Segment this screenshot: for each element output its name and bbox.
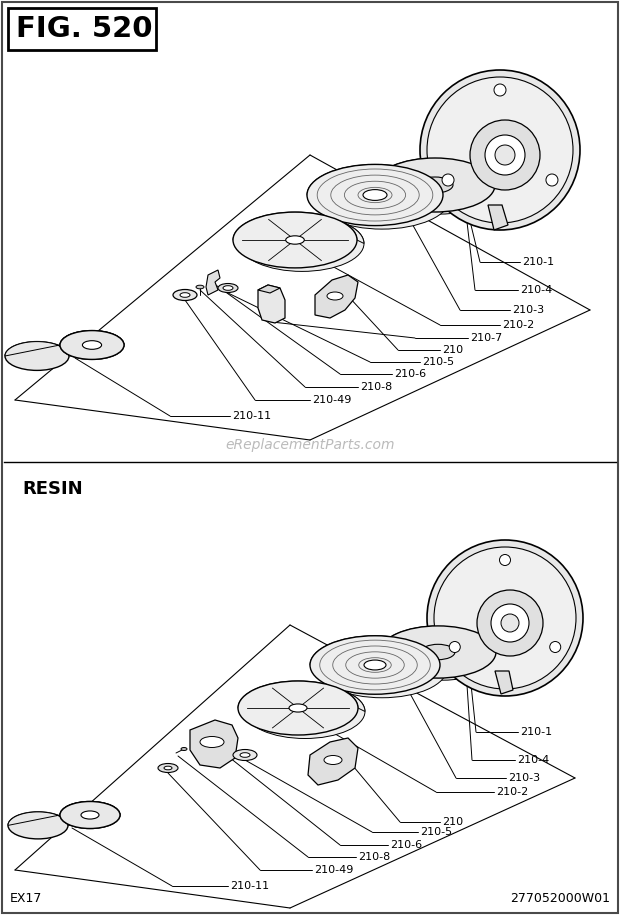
Ellipse shape: [364, 660, 386, 670]
Ellipse shape: [238, 681, 358, 735]
Polygon shape: [375, 158, 499, 187]
Ellipse shape: [223, 285, 233, 290]
Text: 210-4: 210-4: [520, 285, 552, 295]
Ellipse shape: [434, 547, 576, 689]
Ellipse shape: [324, 756, 342, 765]
Ellipse shape: [485, 135, 525, 175]
Ellipse shape: [427, 77, 573, 223]
Text: 210-11: 210-11: [230, 881, 269, 891]
Polygon shape: [380, 626, 500, 654]
Ellipse shape: [500, 554, 510, 565]
Text: FIG. 520: FIG. 520: [16, 15, 153, 43]
Ellipse shape: [427, 540, 583, 696]
Text: 210: 210: [442, 345, 463, 355]
Ellipse shape: [380, 626, 496, 678]
Ellipse shape: [240, 216, 364, 272]
Ellipse shape: [245, 684, 365, 738]
Ellipse shape: [470, 120, 540, 190]
Polygon shape: [308, 738, 358, 785]
Ellipse shape: [375, 158, 495, 212]
Polygon shape: [8, 802, 120, 825]
Ellipse shape: [420, 70, 580, 230]
Ellipse shape: [307, 165, 443, 226]
Text: 210-5: 210-5: [422, 357, 454, 367]
Text: 210-1: 210-1: [520, 727, 552, 737]
Ellipse shape: [164, 766, 172, 770]
Polygon shape: [488, 205, 508, 230]
Ellipse shape: [310, 636, 440, 694]
Ellipse shape: [233, 212, 357, 268]
Polygon shape: [310, 636, 447, 669]
Text: 210-6: 210-6: [390, 840, 422, 850]
Ellipse shape: [546, 174, 558, 186]
Ellipse shape: [196, 285, 204, 289]
Polygon shape: [495, 671, 513, 694]
Polygon shape: [315, 275, 358, 318]
Text: 210: 210: [442, 817, 463, 827]
Ellipse shape: [442, 174, 454, 186]
Ellipse shape: [82, 340, 102, 350]
Ellipse shape: [314, 167, 450, 229]
Polygon shape: [233, 212, 364, 243]
Ellipse shape: [477, 590, 543, 656]
Ellipse shape: [491, 604, 529, 642]
Text: RESIN: RESIN: [22, 480, 82, 498]
Polygon shape: [307, 165, 450, 199]
Ellipse shape: [289, 704, 307, 712]
Ellipse shape: [218, 284, 238, 293]
Text: 210-3: 210-3: [508, 773, 540, 783]
Text: 210-4: 210-4: [517, 755, 549, 765]
Ellipse shape: [200, 737, 224, 748]
Ellipse shape: [317, 640, 447, 698]
Text: 210-3: 210-3: [512, 305, 544, 315]
Text: 210-7: 210-7: [470, 333, 502, 343]
Ellipse shape: [495, 145, 515, 165]
Polygon shape: [258, 285, 285, 323]
Ellipse shape: [494, 84, 506, 96]
Ellipse shape: [384, 628, 500, 680]
Polygon shape: [190, 720, 238, 768]
Bar: [8, 8, 156, 50]
Ellipse shape: [450, 641, 460, 652]
Text: 210-8: 210-8: [358, 852, 390, 862]
Ellipse shape: [286, 236, 304, 244]
Text: 210-8: 210-8: [360, 382, 392, 392]
Ellipse shape: [5, 341, 69, 371]
Text: 210-2: 210-2: [502, 320, 534, 330]
Ellipse shape: [379, 160, 499, 214]
Text: EX17: EX17: [10, 892, 42, 905]
Ellipse shape: [363, 189, 387, 200]
Text: 210-6: 210-6: [394, 369, 426, 379]
Ellipse shape: [180, 293, 190, 297]
Ellipse shape: [233, 749, 257, 760]
Text: 210-2: 210-2: [496, 787, 528, 797]
Text: 210-5: 210-5: [420, 827, 452, 837]
Text: 210-11: 210-11: [232, 411, 271, 421]
Ellipse shape: [417, 177, 453, 193]
Ellipse shape: [501, 614, 519, 632]
Ellipse shape: [173, 289, 197, 300]
Text: eReplacementParts.com: eReplacementParts.com: [225, 438, 395, 452]
Polygon shape: [238, 681, 365, 712]
Ellipse shape: [60, 802, 120, 828]
Text: 277052000W01: 277052000W01: [510, 892, 610, 905]
Ellipse shape: [240, 753, 250, 758]
Polygon shape: [5, 330, 124, 356]
Text: 210-1: 210-1: [522, 257, 554, 267]
Ellipse shape: [81, 811, 99, 819]
Polygon shape: [206, 270, 220, 295]
Ellipse shape: [8, 812, 68, 839]
Ellipse shape: [421, 644, 455, 660]
Ellipse shape: [181, 748, 187, 750]
Ellipse shape: [550, 641, 560, 652]
Ellipse shape: [60, 802, 120, 828]
Polygon shape: [258, 285, 280, 293]
Ellipse shape: [158, 763, 178, 772]
Ellipse shape: [327, 292, 343, 300]
Text: 210-49: 210-49: [312, 395, 352, 405]
Ellipse shape: [60, 330, 124, 360]
Ellipse shape: [60, 330, 124, 360]
Text: 210-49: 210-49: [314, 865, 353, 875]
